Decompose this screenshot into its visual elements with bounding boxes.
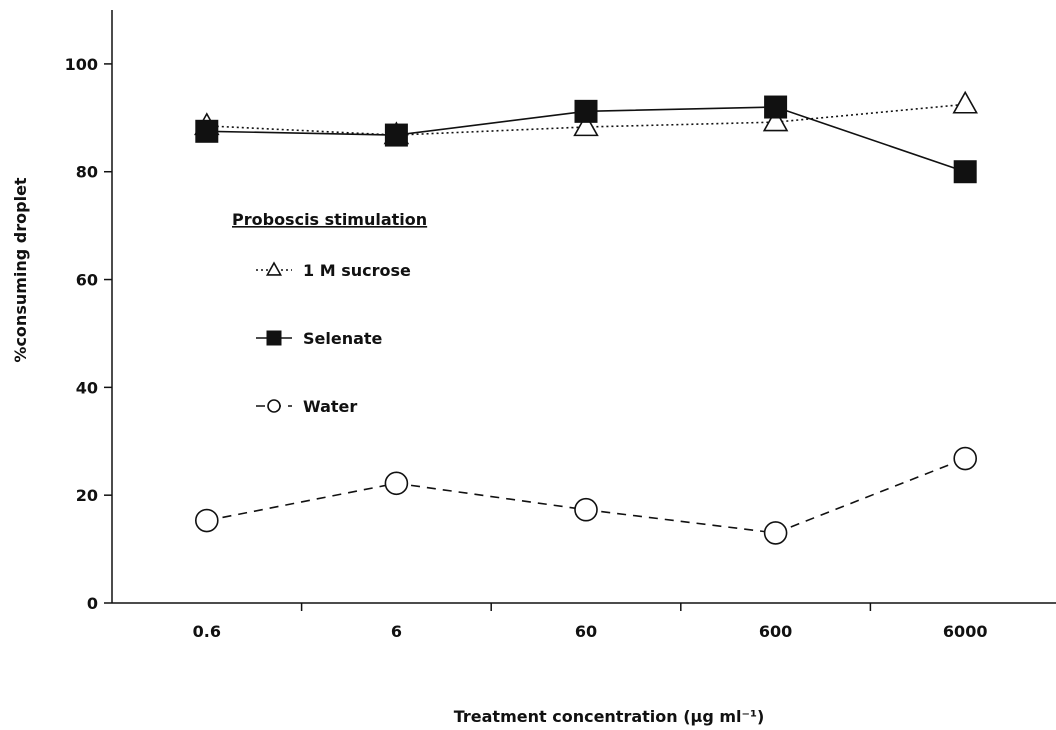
series-line [206, 457, 966, 534]
legend-label: 1 M sucrose [303, 261, 411, 280]
series-layer [194, 90, 978, 545]
x-tick-label: 0.6 [193, 622, 221, 641]
x-tick-label: 600 [759, 622, 792, 641]
legend-entry: Water [256, 397, 357, 416]
data-point [762, 108, 789, 132]
legend-marker [265, 261, 283, 276]
legend-label: Water [303, 397, 357, 416]
data-point [763, 521, 788, 545]
series-selenate [195, 95, 977, 184]
legend: Proboscis stimulation 1 M sucrose Selenat… [232, 210, 427, 416]
data-point [952, 90, 978, 114]
data-point [384, 123, 408, 147]
y-tick-label: 60 [76, 271, 98, 290]
data-point [195, 119, 219, 143]
data-point [574, 99, 598, 123]
data-point [764, 95, 788, 119]
legend-label: Selenate [303, 329, 383, 348]
x-tick-label: 6000 [943, 622, 988, 641]
y-tick-label: 20 [76, 486, 98, 505]
data-point [195, 508, 219, 533]
legend-entry: Selenate [256, 329, 383, 348]
data-point [384, 471, 409, 496]
data-point [574, 497, 598, 522]
legend-entries: 1 M sucrose Selenate Water [256, 261, 411, 416]
data-point [953, 160, 977, 184]
data-point [573, 113, 599, 137]
y-tick-label: 80 [76, 163, 98, 182]
series-water [195, 446, 978, 545]
y-axis-ticks: 0 20 40 60 80 100 [65, 55, 112, 613]
legend-title: Proboscis stimulation [232, 210, 427, 229]
x-axis-title: Treatment concentration (µg ml⁻¹) [454, 707, 765, 726]
x-tick-label: 60 [575, 622, 597, 641]
series-line [206, 103, 966, 136]
y-tick-label: 100 [65, 55, 98, 74]
x-axis-ticks: 0.6 6 60 600 6000 [193, 603, 988, 641]
data-point [953, 446, 978, 471]
y-tick-label: 0 [87, 594, 98, 613]
y-tick-label: 40 [76, 378, 98, 397]
legend-marker [267, 399, 281, 413]
legend-marker [266, 330, 282, 346]
legend-entry: 1 M sucrose [256, 261, 411, 280]
x-tick-label: 6 [391, 622, 402, 641]
y-axis-title: %consuming droplet [11, 177, 30, 363]
